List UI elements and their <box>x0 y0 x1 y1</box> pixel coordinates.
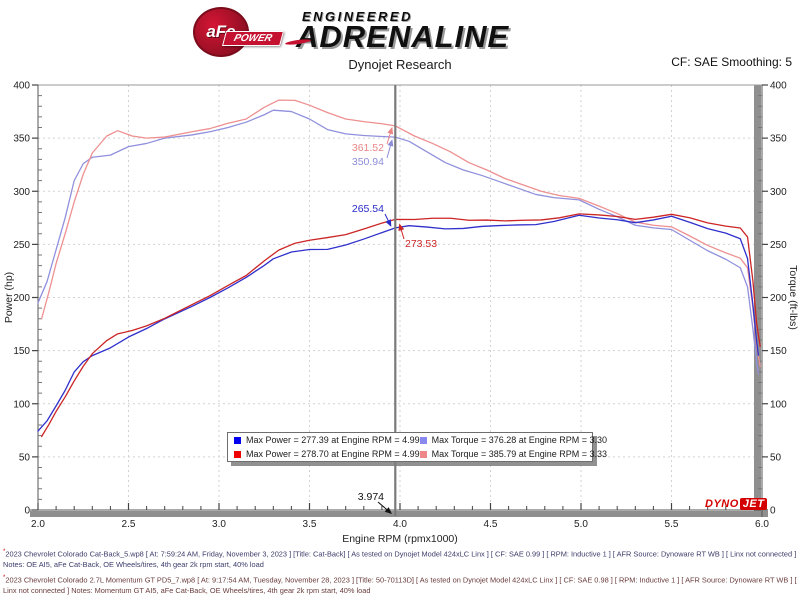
footnote-marker-2: * <box>3 575 6 581</box>
annotation-350.94: 350.94 <box>352 156 384 168</box>
curve-power-baseline <box>37 214 760 432</box>
svg-text:50: 50 <box>19 452 31 463</box>
legend-swatch-icon <box>419 436 427 444</box>
svg-text:400: 400 <box>13 81 30 92</box>
svg-text:3.0: 3.0 <box>212 519 226 530</box>
svg-text:5.0: 5.0 <box>574 519 588 530</box>
svg-text:6.0: 6.0 <box>755 519 769 530</box>
svg-text:200: 200 <box>770 293 787 304</box>
brand-adrenaline: ADRENALINE <box>296 19 510 54</box>
svg-text:400: 400 <box>770 81 787 92</box>
footnote-marker-1: * <box>3 549 6 555</box>
legend-swatch-icon <box>419 450 427 458</box>
legend-swatch-icon <box>234 450 241 458</box>
legend-text: Max Torque = 385.79 at Engine RPM = 3.33 <box>431 449 608 459</box>
plot-shadow-bottom <box>30 511 768 517</box>
legend-swatch-icon <box>234 436 241 444</box>
svg-text:4.0: 4.0 <box>393 519 407 530</box>
svg-text:300: 300 <box>770 187 787 198</box>
svg-text:150: 150 <box>770 346 787 357</box>
afe-power-tag: POWER <box>221 31 284 46</box>
svg-text:2.0: 2.0 <box>31 519 45 530</box>
dynojet-logo-jet: JET <box>739 498 768 510</box>
run-info-line-2: *2023 Chevrolet Colorado 2.7L Momentum G… <box>3 574 797 597</box>
svg-text:0: 0 <box>770 506 776 517</box>
svg-text:2.5: 2.5 <box>122 519 136 530</box>
curve-torque-momentum <box>40 99 761 368</box>
svg-text:4.5: 4.5 <box>484 519 498 530</box>
svg-text:Power (hp): Power (hp) <box>3 272 15 323</box>
svg-text:350: 350 <box>770 134 787 145</box>
dynojet-logo-icon: DYNO JET <box>705 498 768 510</box>
dynojet-logo-dyno: DYNO <box>705 498 739 510</box>
svg-text:Torque (ft-lbs): Torque (ft-lbs) <box>787 265 799 330</box>
svg-text:350: 350 <box>13 134 30 145</box>
legend-entry: Max Torque = 376.28 at Engine RPM = 3.30 <box>419 435 608 445</box>
smoothing-setting: CF: SAE Smoothing: 5 <box>671 55 792 69</box>
plot-shadow-right <box>754 85 761 517</box>
svg-text:250: 250 <box>770 240 787 251</box>
svg-text:3.5: 3.5 <box>303 519 317 530</box>
legend-entry: Max Power = 278.70 at Engine RPM = 4.99 <box>234 449 420 459</box>
svg-text:100: 100 <box>770 399 787 410</box>
run-info-text-2: 2023 Chevrolet Colorado 2.7L Momentum GT… <box>3 575 797 595</box>
svg-text:150: 150 <box>13 346 30 357</box>
svg-text:200: 200 <box>13 293 30 304</box>
svg-text:50: 50 <box>770 452 782 463</box>
max-values-legend: Max Power = 277.39 at Engine RPM = 4.99 M… <box>227 432 607 462</box>
legend-text: Max Torque = 376.28 at Engine RPM = 3.30 <box>431 435 608 445</box>
curve-power-momentum <box>40 213 761 438</box>
report-title: Dynojet Research <box>348 57 452 72</box>
brand-engineered: ENGINEERED <box>302 9 413 24</box>
cursor-rpm-label: 3.974 <box>358 491 384 503</box>
legend-text: Max Power = 277.39 at Engine RPM = 4.99 <box>246 435 420 445</box>
svg-text:Engine RPM (rpmx1000): Engine RPM (rpmx1000) <box>342 533 458 545</box>
legend-text: Max Power = 278.70 at Engine RPM = 4.99 <box>246 449 420 459</box>
svg-text:5.5: 5.5 <box>665 519 679 530</box>
svg-text:100: 100 <box>13 399 30 410</box>
run-info-text-1: 2023 Chevrolet Colorado Cat-Back_5.wp8 [… <box>3 549 797 569</box>
legend-entry: Max Power = 277.39 at Engine RPM = 4.99 <box>234 435 420 445</box>
run-info-line-1: *2023 Chevrolet Colorado Cat-Back_5.wp8 … <box>3 548 797 571</box>
annotation-265.54: 265.54 <box>352 203 384 215</box>
svg-text:300: 300 <box>13 187 30 198</box>
annotation-273.53: 273.53 <box>405 238 437 250</box>
curve-torque-baseline <box>37 109 760 375</box>
annotation-361.52: 361.52 <box>352 142 384 154</box>
svg-text:0: 0 <box>24 506 30 517</box>
svg-text:250: 250 <box>13 240 30 251</box>
legend-entry: Max Torque = 385.79 at Engine RPM = 3.33 <box>419 449 608 459</box>
